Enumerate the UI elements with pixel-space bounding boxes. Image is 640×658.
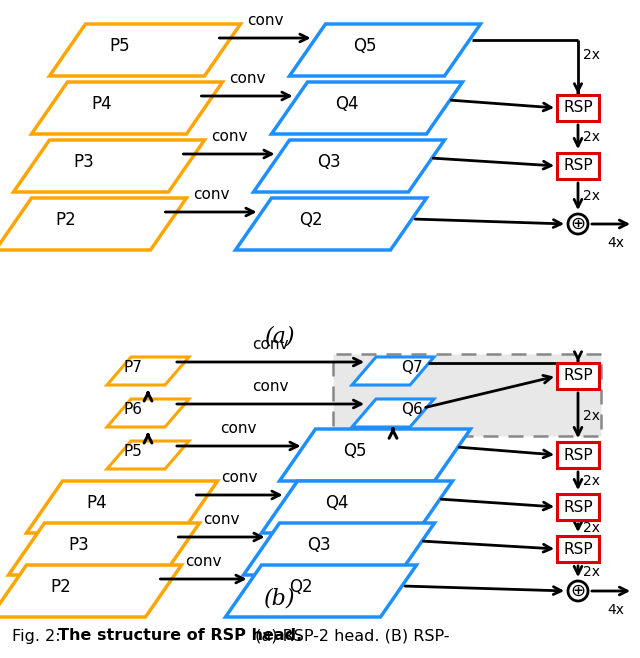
Polygon shape (289, 24, 481, 76)
Text: P4: P4 (86, 494, 108, 512)
Text: 4x: 4x (607, 236, 625, 250)
Text: P5: P5 (124, 445, 143, 459)
Polygon shape (107, 441, 189, 469)
Polygon shape (0, 198, 186, 250)
Text: 2x: 2x (583, 48, 600, 62)
Text: Q5: Q5 (343, 442, 367, 460)
Circle shape (568, 214, 588, 234)
Text: Q3: Q3 (307, 536, 331, 554)
Polygon shape (225, 565, 417, 617)
Polygon shape (0, 565, 182, 617)
Text: Q3: Q3 (317, 153, 341, 171)
Polygon shape (107, 399, 189, 427)
Polygon shape (253, 140, 445, 192)
Text: P2: P2 (56, 211, 76, 229)
Text: conv: conv (204, 512, 240, 527)
Text: P7: P7 (124, 361, 143, 376)
Text: 2x: 2x (583, 521, 600, 535)
Text: conv: conv (211, 129, 247, 144)
Polygon shape (31, 82, 223, 134)
Polygon shape (13, 140, 205, 192)
Text: P4: P4 (92, 95, 112, 113)
Text: conv: conv (185, 554, 221, 569)
Polygon shape (262, 481, 452, 533)
Text: P3: P3 (68, 536, 90, 554)
Text: P2: P2 (51, 578, 72, 596)
FancyBboxPatch shape (557, 153, 599, 179)
Text: P6: P6 (124, 403, 143, 417)
Text: Q6: Q6 (401, 403, 423, 417)
Text: (a): (a) (265, 326, 295, 348)
Text: RSP: RSP (563, 368, 593, 384)
Text: (b): (b) (264, 588, 296, 610)
Text: conv: conv (252, 337, 289, 352)
FancyBboxPatch shape (557, 95, 599, 121)
Text: RSP: RSP (563, 447, 593, 463)
Text: RSP: RSP (563, 499, 593, 515)
Text: $\oplus$: $\oplus$ (570, 215, 586, 233)
Text: Q4: Q4 (335, 95, 359, 113)
Text: conv: conv (247, 13, 284, 28)
FancyBboxPatch shape (557, 536, 599, 562)
Polygon shape (243, 523, 435, 575)
Text: conv: conv (221, 470, 258, 485)
Polygon shape (49, 24, 241, 76)
Text: 2x: 2x (583, 565, 600, 578)
Polygon shape (8, 523, 200, 575)
Circle shape (568, 581, 588, 601)
Text: 2x: 2x (583, 190, 600, 203)
Text: 2x: 2x (583, 130, 600, 144)
Text: Q2: Q2 (299, 211, 323, 229)
Text: 2x: 2x (583, 409, 600, 422)
Text: 2x: 2x (583, 474, 600, 488)
Polygon shape (280, 429, 470, 481)
Polygon shape (236, 198, 426, 250)
Text: P5: P5 (109, 37, 131, 55)
Text: RSP: RSP (563, 542, 593, 557)
Text: RSP: RSP (563, 101, 593, 116)
Text: Q4: Q4 (325, 494, 349, 512)
FancyBboxPatch shape (557, 494, 599, 520)
Text: Fig. 2:: Fig. 2: (12, 628, 66, 644)
Text: (a) RSP-2 head. (B) RSP-: (a) RSP-2 head. (B) RSP- (250, 628, 449, 644)
Polygon shape (107, 357, 189, 385)
FancyBboxPatch shape (557, 442, 599, 468)
Polygon shape (352, 399, 434, 427)
Text: conv: conv (221, 421, 257, 436)
Polygon shape (271, 82, 463, 134)
Text: The structure of RSP head.: The structure of RSP head. (58, 628, 302, 644)
Text: 2x: 2x (583, 362, 600, 376)
Text: 4x: 4x (607, 603, 625, 617)
FancyBboxPatch shape (333, 354, 601, 436)
Text: Q5: Q5 (353, 37, 377, 55)
Text: Q7: Q7 (401, 361, 422, 376)
Text: conv: conv (193, 187, 229, 202)
Text: $\oplus$: $\oplus$ (570, 582, 586, 600)
Polygon shape (352, 357, 434, 385)
Text: P3: P3 (74, 153, 94, 171)
Text: RSP: RSP (563, 159, 593, 174)
Text: conv: conv (252, 379, 289, 394)
Text: Q2: Q2 (289, 578, 313, 596)
Text: conv: conv (228, 71, 265, 86)
Polygon shape (26, 481, 218, 533)
FancyBboxPatch shape (557, 363, 599, 389)
